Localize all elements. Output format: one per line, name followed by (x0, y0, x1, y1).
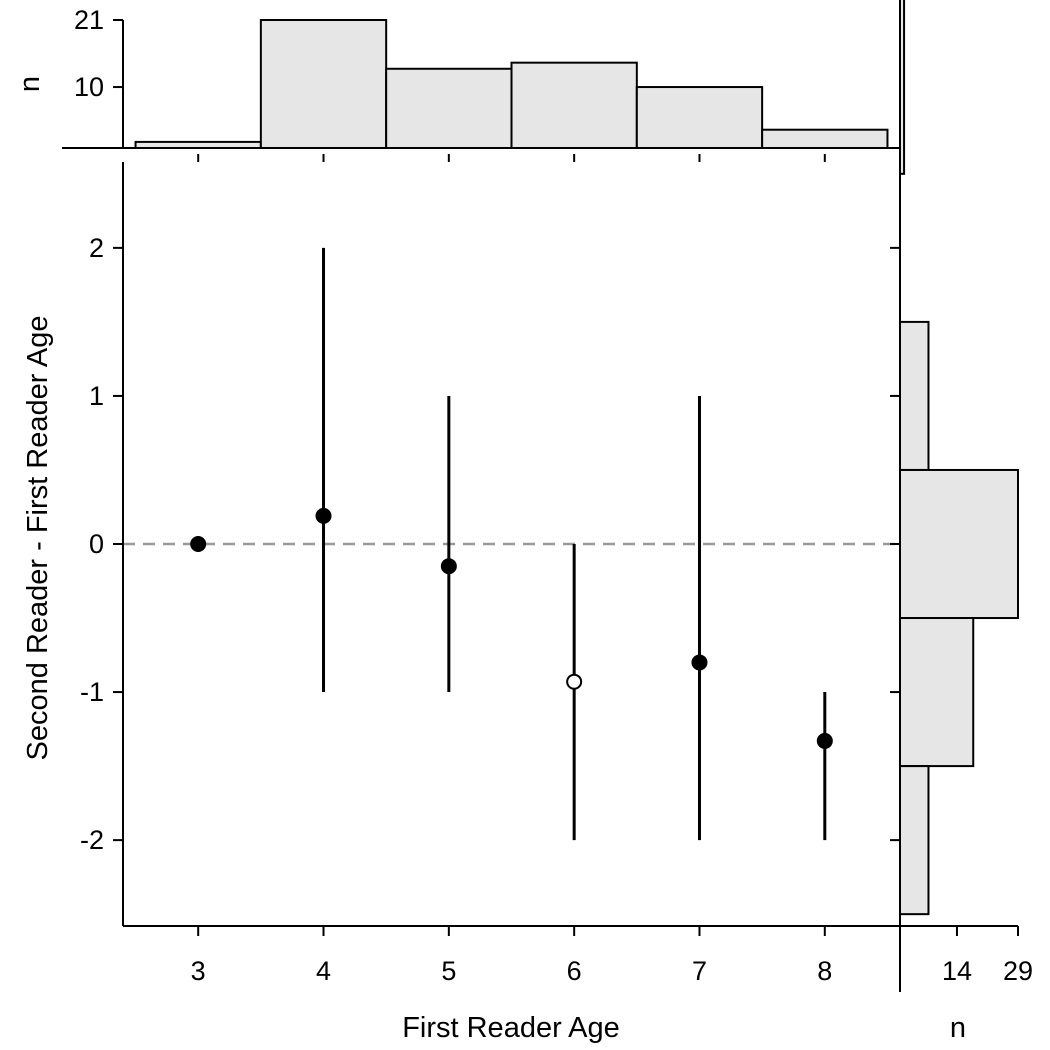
right-histogram-bar (899, 320, 930, 471)
data-point-open (566, 673, 583, 690)
right-histogram-bar (899, 765, 930, 916)
y-axis-title: Second Reader - First Reader Age (22, 316, 54, 761)
data-point (315, 507, 332, 524)
y-tick-label: -2 (80, 825, 104, 855)
data-point (691, 654, 708, 671)
data-point (440, 558, 457, 575)
right-histogram-bar (899, 468, 1019, 620)
x-axis-title: First Reader Age (402, 1012, 620, 1044)
top-histogram-bar (385, 67, 513, 149)
top-histogram-axis-title: n (14, 76, 46, 92)
top-histogram-bar (259, 19, 388, 149)
top-histogram-bar (761, 128, 889, 149)
y-tick-label: 0 (89, 529, 104, 559)
right-histogram-bar (899, 617, 975, 768)
top-histogram: 10 21 (62, 5, 900, 150)
y-tick-label: 2 (89, 233, 104, 263)
x-tick-label: 8 (817, 956, 832, 986)
top-histogram-tick-label: 10 (74, 72, 104, 102)
x-tick-label: 4 (316, 956, 331, 986)
top-histogram-bar (635, 86, 764, 150)
main-plot (123, 247, 900, 841)
top-histogram-tick-label: 21 (74, 5, 104, 35)
data-point (816, 732, 833, 749)
x-tick-label: 7 (692, 956, 707, 986)
x-tick-label: 3 (191, 956, 206, 986)
right-histogram: 14 29 (899, 0, 1033, 992)
right-histogram-bar (899, 0, 906, 175)
y-tick-label: -1 (80, 677, 104, 707)
top-histogram-bar (510, 61, 638, 150)
right-histogram-axis-title: n (950, 1012, 966, 1044)
right-histogram-tick-label: 14 (942, 956, 972, 986)
axes: 3 4 5 6 7 8 -2 -1 0 1 2 (80, 154, 900, 986)
x-tick-label: 5 (441, 956, 456, 986)
y-tick-label: 1 (89, 381, 104, 411)
data-point (190, 536, 207, 552)
right-histogram-tick-label: 29 (1003, 956, 1033, 986)
x-tick-label: 6 (567, 956, 582, 986)
